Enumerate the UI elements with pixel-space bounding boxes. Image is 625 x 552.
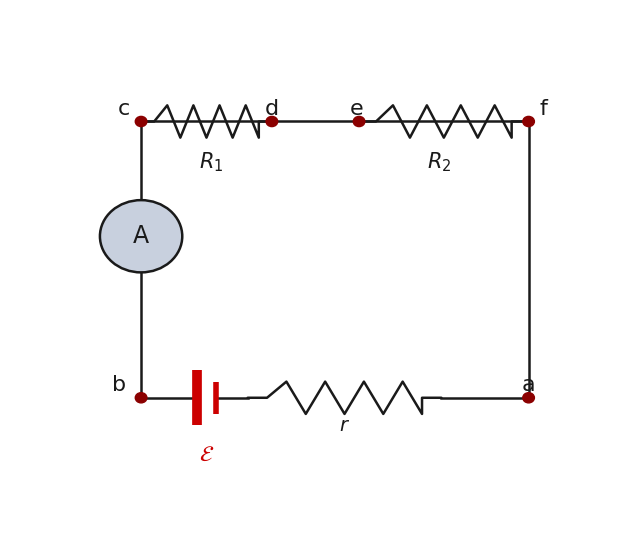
Text: d: d: [265, 99, 279, 119]
Circle shape: [522, 392, 534, 403]
Text: b: b: [112, 375, 126, 395]
Text: e: e: [350, 99, 364, 119]
Circle shape: [100, 200, 182, 272]
Text: $r$: $r$: [339, 416, 350, 435]
Circle shape: [266, 116, 278, 126]
Text: f: f: [539, 99, 547, 119]
Circle shape: [135, 116, 147, 126]
Circle shape: [135, 392, 147, 403]
Text: A: A: [133, 224, 149, 248]
Circle shape: [522, 116, 534, 126]
Text: $R_2$: $R_2$: [427, 150, 451, 174]
Text: c: c: [118, 99, 130, 119]
Circle shape: [353, 116, 365, 126]
Text: $\mathcal{E}$: $\mathcal{E}$: [199, 445, 214, 465]
Text: $R_1$: $R_1$: [199, 150, 224, 174]
Text: a: a: [522, 375, 536, 395]
